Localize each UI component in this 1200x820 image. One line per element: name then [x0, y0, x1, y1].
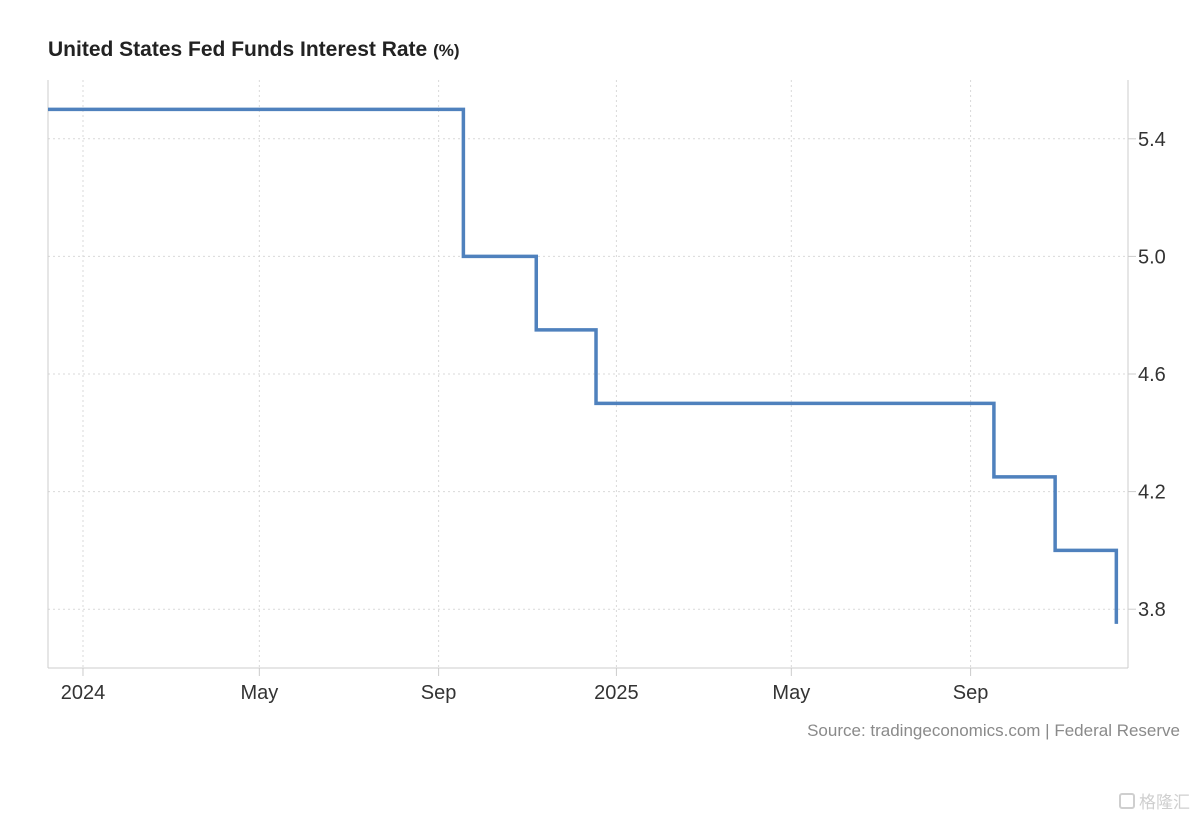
- watermark: 格隆汇: [1119, 788, 1190, 813]
- watermark-text: 格隆汇: [1139, 793, 1190, 812]
- chart-title: United States Fed Funds Interest Rate (%…: [48, 38, 460, 62]
- y-tick-label: 4.6: [1138, 364, 1166, 386]
- x-tick-label: Sep: [421, 682, 457, 704]
- source-note: Source: tradingeconomics.com | Federal R…: [807, 721, 1180, 740]
- y-tick-label: 3.8: [1138, 599, 1166, 621]
- x-tick-label: May: [240, 682, 278, 704]
- x-tick-label: Sep: [953, 682, 989, 704]
- x-tick-label: 2025: [594, 682, 639, 704]
- y-tick-label: 5.4: [1138, 129, 1166, 151]
- watermark-logo-icon: [1119, 792, 1135, 809]
- y-tick-label: 5.0: [1138, 246, 1166, 268]
- rate-series-line: [48, 107, 1119, 624]
- x-tick-label: 2024: [61, 682, 106, 704]
- x-tick-label: May: [772, 682, 810, 704]
- chart-title-text: United States Fed Funds Interest Rate: [48, 38, 428, 61]
- chart-title-unit: (%): [433, 41, 460, 60]
- y-tick-label: 4.2: [1138, 482, 1166, 504]
